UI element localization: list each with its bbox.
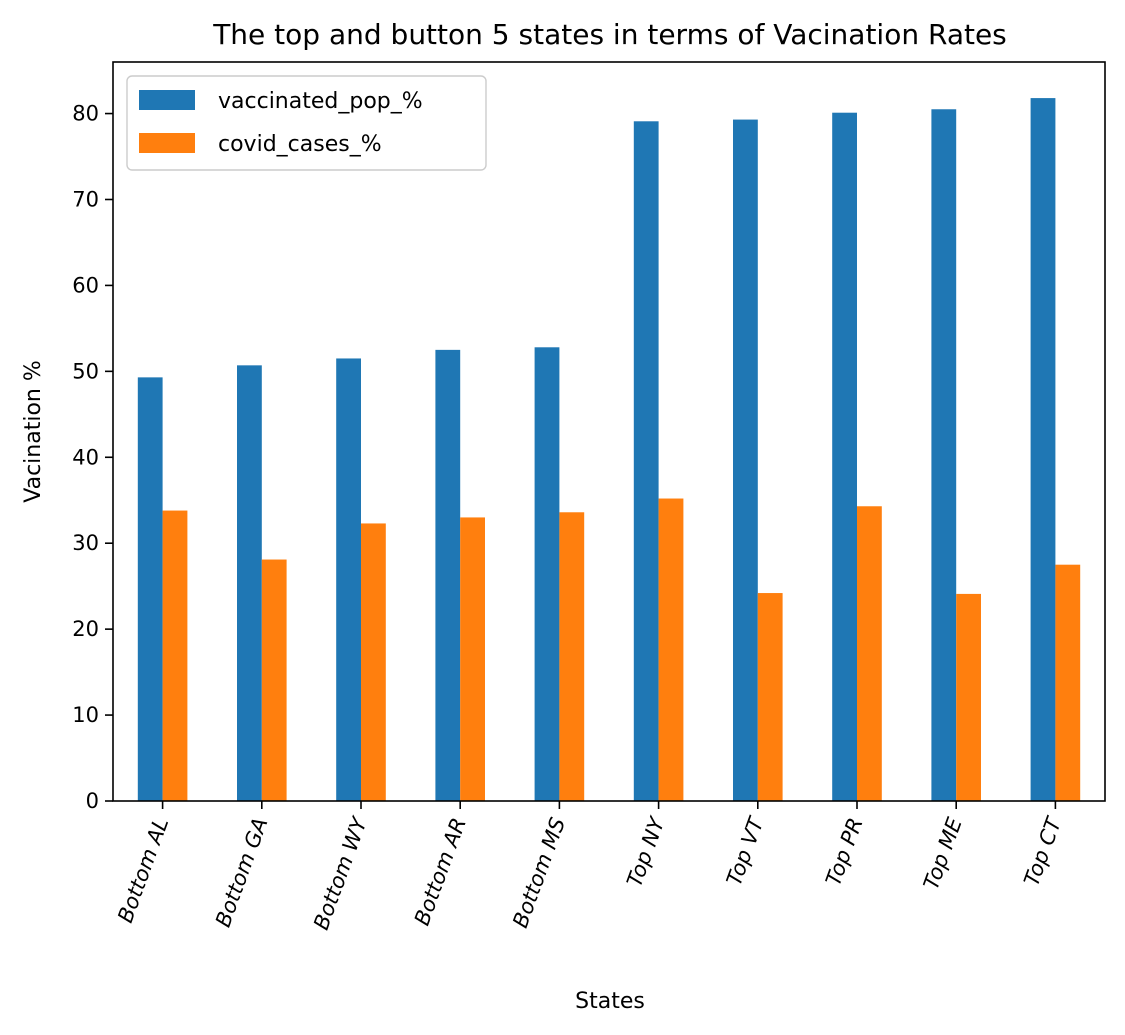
x-axis: Bottom AL Bottom GA Bottom WY Bottom AR Bott… — [113, 801, 1067, 933]
bar-vaccinated-7 — [832, 112, 857, 801]
bar-vaccinated-4 — [534, 347, 560, 801]
bar-covid-cases-9 — [1055, 564, 1081, 801]
y-tick-label-5: 50 — [72, 359, 99, 383]
bar-covid-cases-1 — [261, 559, 287, 801]
plot-frame — [112, 61, 1106, 802]
bar-vaccinated-2 — [336, 358, 361, 801]
x-tick-label-8: Top ME — [919, 814, 967, 893]
bar-vaccinated-3 — [435, 349, 461, 801]
bar-vaccinated-1 — [237, 365, 262, 801]
x-tick-label-0: Bottom AL — [113, 815, 173, 926]
bar-covid-cases-4 — [559, 512, 585, 801]
legend: vaccinated_pop_% covid_cases_% — [126, 75, 487, 171]
bar-vaccinated-9 — [1030, 98, 1056, 801]
y-tick-label-3: 30 — [72, 531, 99, 555]
x-tick-label-5: Top NY — [622, 812, 670, 890]
x-axis-label: States — [575, 989, 645, 1014]
legend-box — [126, 75, 487, 171]
bar-covid-cases-0 — [162, 510, 188, 801]
bar-covid-cases-2 — [361, 523, 386, 801]
x-tick-label-9: Top CT — [1019, 812, 1066, 889]
bars-layer — [137, 98, 1081, 802]
y-tick-label-0: 0 — [86, 789, 99, 813]
y-axis: 0 10 20 30 40 50 60 70 80 — [72, 102, 113, 813]
bar-covid-cases-3 — [460, 517, 485, 801]
y-tick-label-2: 20 — [72, 617, 99, 641]
x-tick-label-1: Bottom GA — [211, 815, 273, 931]
x-tick-label-4: Bottom MS — [508, 815, 570, 931]
y-tick-label-8: 80 — [72, 102, 99, 126]
y-tick-label-7: 70 — [72, 187, 99, 211]
bar-covid-cases-7 — [857, 506, 882, 801]
bar-covid-cases-5 — [658, 498, 684, 801]
x-tick-label-6: Top VT — [722, 812, 769, 888]
legend-label-covid-cases: covid_cases_% — [218, 132, 382, 157]
bar-vaccinated-8 — [931, 109, 957, 802]
x-tick-label-7: Top PR — [821, 815, 868, 889]
x-tick-label-2: Bottom WY — [309, 812, 372, 932]
x-tick-label-3: Bottom AR — [410, 815, 471, 929]
y-axis-label: Vacination % — [21, 360, 46, 503]
legend-label-vaccinated: vaccinated_pop_% — [218, 89, 423, 114]
y-tick-label-4: 40 — [72, 445, 99, 469]
bar-vaccinated-5 — [633, 121, 659, 801]
legend-swatch-covid-cases — [139, 133, 195, 153]
bar-vaccinated-0 — [137, 377, 163, 801]
y-tick-label-1: 10 — [72, 703, 99, 727]
legend-swatch-vaccinated — [139, 90, 195, 110]
bar-covid-cases-8 — [956, 593, 981, 801]
bar-vaccinated-6 — [733, 119, 758, 802]
y-tick-label-6: 60 — [72, 273, 99, 297]
bar-covid-cases-6 — [757, 593, 783, 801]
chart-title: The top and button 5 states in terms of … — [212, 18, 1007, 51]
